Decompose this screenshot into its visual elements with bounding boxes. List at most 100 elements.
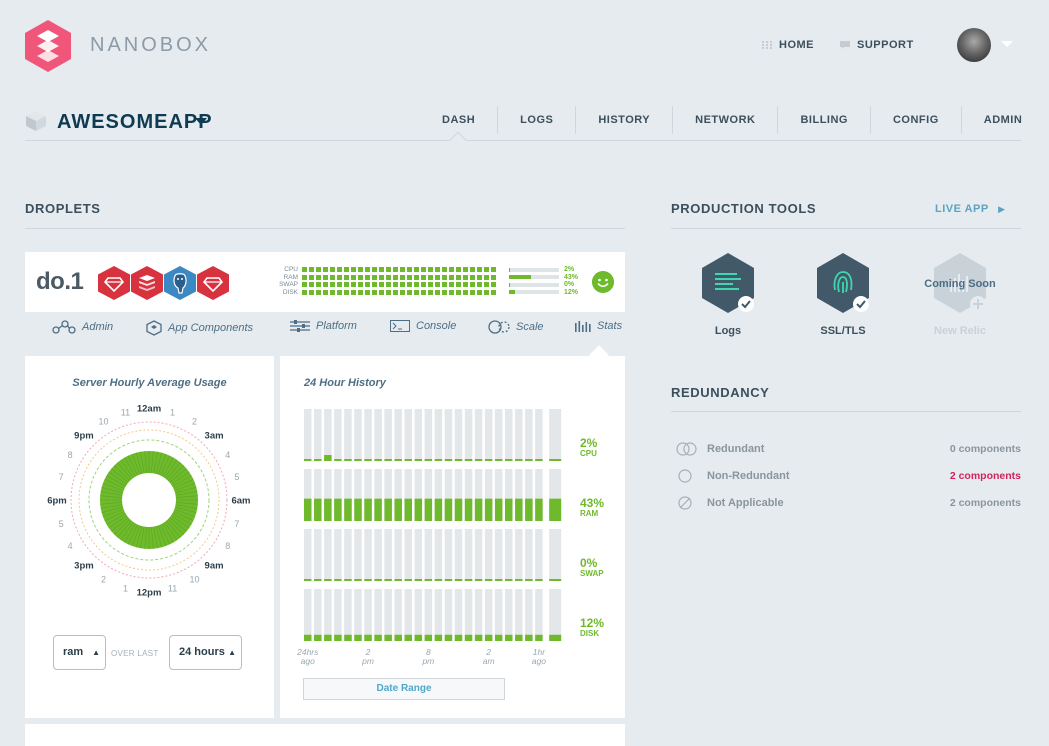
tick-unit: ago	[531, 656, 546, 666]
usage-spoke	[166, 462, 181, 480]
usage-spoke	[169, 468, 187, 483]
subnav-console-label: Console	[416, 320, 457, 332]
tool-ssl[interactable]: SSL/TLS	[803, 252, 883, 337]
live-app-link[interactable]: LIVE APP ▶	[935, 203, 1006, 215]
date-range-button[interactable]: Date Range	[303, 678, 505, 700]
usage-spoke	[167, 465, 184, 482]
history-percent: 43%	[580, 496, 605, 510]
subnav-stats[interactable]: Stats	[575, 320, 622, 332]
history-bar-bg	[334, 529, 342, 581]
postgres-icon[interactable]	[164, 266, 196, 300]
history-bar	[354, 498, 362, 521]
history-bar	[394, 634, 402, 641]
usage-spoke	[170, 515, 190, 529]
tab-config[interactable]: CONFIG	[871, 106, 962, 134]
meter-bar	[509, 282, 559, 287]
range-select[interactable]: 24 hours ▲	[169, 635, 242, 670]
ruby-icon[interactable]	[98, 266, 130, 300]
history-bar	[424, 498, 433, 521]
history-bar-bg	[494, 529, 503, 581]
history-bar	[314, 579, 322, 581]
tool-new-relic[interactable]: New Relic Coming Soon	[920, 252, 1000, 337]
meter-bar	[509, 290, 559, 295]
history-bar	[464, 459, 473, 461]
history-bar-bg	[434, 529, 443, 581]
live-app-label: LIVE APP	[935, 203, 989, 215]
outer-ring	[70, 421, 228, 579]
droplet-name[interactable]: do.1	[36, 268, 84, 295]
history-bar-bg	[384, 469, 392, 521]
tab-logs[interactable]: LOGS	[498, 106, 577, 134]
history-bar-bg	[505, 589, 513, 641]
tab-network[interactable]: NETWORK	[673, 106, 779, 134]
history-bar	[324, 498, 332, 521]
usage-spoke	[153, 526, 158, 549]
usage-spoke	[100, 491, 123, 496]
subnav-console[interactable]: Console	[390, 320, 456, 332]
history-bar	[444, 634, 453, 641]
active-tab-indicator	[449, 131, 467, 149]
tab-dash[interactable]: DASH	[420, 106, 499, 134]
history-bar-bg	[354, 589, 362, 641]
history-bar	[505, 634, 513, 641]
history-bar-bg	[354, 529, 362, 581]
nav-home[interactable]: HOME	[762, 39, 814, 51]
history-percent: 12%	[580, 616, 605, 630]
history-bar-bg	[384, 409, 392, 461]
history-bar-bg	[404, 589, 412, 641]
chevron-down-icon[interactable]	[1001, 41, 1013, 47]
meter-row-disk: DISK 12%	[272, 289, 578, 297]
chat-icon	[840, 41, 850, 50]
history-bar	[484, 459, 493, 461]
clock-label: 1	[170, 408, 175, 418]
subnav-admin[interactable]: Admin	[52, 320, 113, 334]
history-tick: 2 pm	[348, 648, 388, 666]
usage-spoke	[162, 457, 174, 477]
app-dropdown-chevron-icon[interactable]	[195, 118, 207, 125]
tool-ssl-label: SSL/TLS	[820, 325, 866, 337]
nanobox-logo-icon[interactable]	[25, 20, 71, 72]
history-bar	[374, 579, 382, 581]
app-name[interactable]: AWESOMEAPP	[57, 111, 213, 133]
redis-icon[interactable]	[131, 266, 163, 300]
history-bar	[304, 579, 312, 581]
history-bar	[484, 498, 493, 521]
history-bar	[494, 634, 503, 641]
history-bar	[404, 634, 412, 641]
history-row-label: 12% DISK	[580, 617, 604, 638]
usage-spoke	[136, 452, 143, 474]
center-hole	[123, 474, 175, 526]
tool-logs[interactable]: Logs	[688, 252, 768, 337]
next-droplet-card	[25, 724, 625, 746]
history-summary-bg	[549, 409, 562, 461]
history-bar	[494, 498, 503, 521]
subnav-platform[interactable]: Platform	[290, 320, 357, 332]
history-bar-bg	[444, 529, 453, 581]
subnav-app-components[interactable]: App Components	[146, 320, 253, 336]
history-bar-bg	[324, 589, 332, 641]
health-smiley-icon	[592, 271, 614, 293]
user-avatar[interactable]	[957, 28, 991, 62]
tab-billing[interactable]: BILLING	[778, 106, 871, 134]
tab-history[interactable]: HISTORY	[576, 106, 674, 134]
subnav-scale[interactable]: Scale	[488, 320, 544, 334]
history-bar-bg	[525, 469, 533, 521]
history-bar-bg	[474, 469, 483, 521]
history-bar	[454, 498, 463, 521]
clock-label: 9pm	[74, 430, 94, 441]
meter-segments	[302, 267, 496, 273]
usage-spoke	[160, 524, 170, 545]
meter-percent: 12%	[564, 288, 579, 296]
history-bar-bg	[474, 589, 483, 641]
metric-select-value: ram	[63, 646, 84, 658]
ruby-icon[interactable]	[197, 266, 229, 300]
nav-support[interactable]: SUPPORT	[840, 39, 914, 51]
history-bar	[525, 498, 533, 521]
usage-spoke	[100, 495, 123, 498]
history-metric-label: DISK	[580, 629, 600, 638]
metric-select[interactable]: ram ▲	[53, 635, 106, 670]
tab-admin[interactable]: ADMIN	[983, 114, 1023, 126]
history-tick: 24hrs ago	[288, 648, 328, 666]
bars-icon	[575, 321, 591, 332]
history-metric-label: CPU	[580, 449, 597, 458]
